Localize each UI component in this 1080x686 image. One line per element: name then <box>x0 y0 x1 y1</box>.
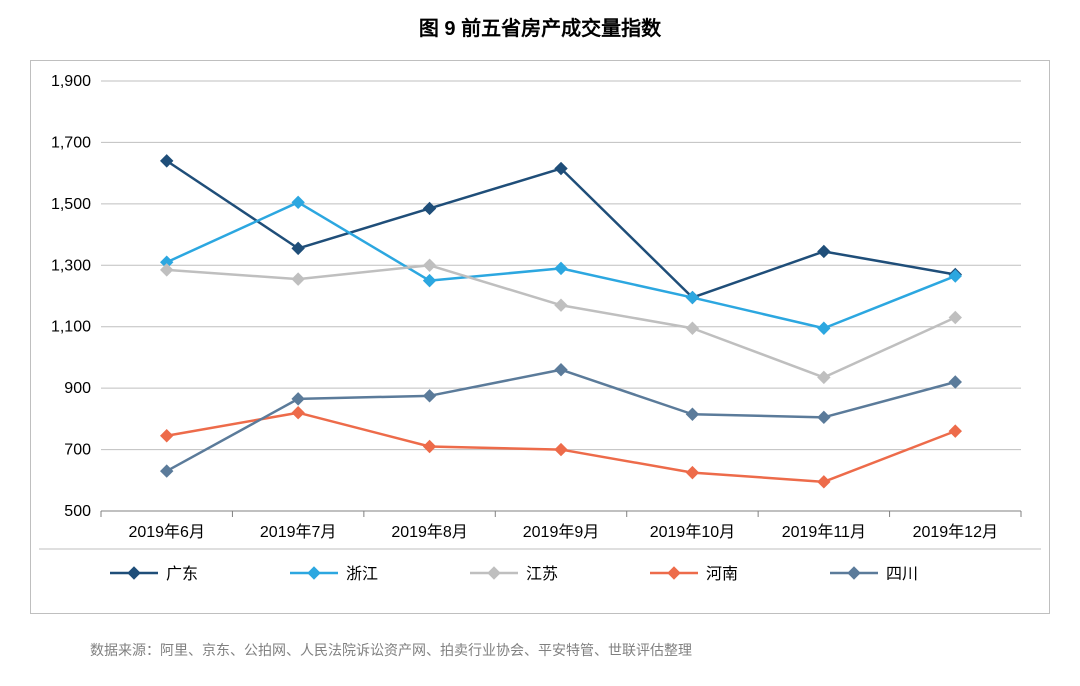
data-marker <box>686 322 698 334</box>
data-marker <box>488 567 500 579</box>
y-axis-label: 1,300 <box>51 257 91 274</box>
data-marker <box>308 567 320 579</box>
x-axis-label: 2019年11月 <box>782 523 866 541</box>
y-axis-label: 1,100 <box>51 319 91 336</box>
data-marker <box>818 411 830 423</box>
legend-label: 河南 <box>706 565 738 583</box>
chart-container: 500 700 900 1,100 1,300 1,500 1,700 1,900 2019年6… <box>30 60 1050 614</box>
legend-label: 广东 <box>166 565 198 583</box>
data-marker <box>848 567 860 579</box>
data-marker <box>949 270 961 282</box>
series-line <box>167 265 956 377</box>
data-marker <box>424 390 436 402</box>
data-marker <box>161 465 173 477</box>
legend-label: 江苏 <box>526 565 558 583</box>
line-chart: 500 700 900 1,100 1,300 1,500 1,700 1,900 2019年6… <box>31 61 1049 613</box>
data-marker <box>818 476 830 488</box>
data-marker <box>292 393 304 405</box>
data-marker <box>818 371 830 383</box>
data-marker <box>555 262 567 274</box>
data-marker <box>818 322 830 334</box>
legend-label: 四川 <box>886 566 918 583</box>
y-axis-label: 500 <box>64 503 91 520</box>
y-axis-label: 1,500 <box>51 196 91 213</box>
data-marker <box>292 196 304 208</box>
x-axis-label: 2019年6月 <box>128 523 205 541</box>
data-marker <box>424 259 436 271</box>
data-marker <box>128 567 140 579</box>
data-marker <box>555 364 567 376</box>
data-marker <box>949 425 961 437</box>
data-marker <box>555 444 567 456</box>
legend-label: 浙江 <box>346 565 378 583</box>
y-axis-label: 900 <box>64 380 91 397</box>
data-marker <box>949 312 961 324</box>
data-marker <box>424 441 436 453</box>
x-axis-label: 2019年12月 <box>913 523 998 541</box>
data-marker <box>686 408 698 420</box>
y-axis-label: 700 <box>64 442 91 459</box>
x-axis-label: 2019年9月 <box>523 523 600 541</box>
data-marker <box>424 275 436 287</box>
x-axis-label: 2019年7月 <box>260 523 337 541</box>
data-marker <box>686 467 698 479</box>
data-marker <box>292 273 304 285</box>
data-marker <box>292 407 304 419</box>
data-marker <box>818 245 830 257</box>
page-root: { "title": "图 9 前五省房产成交量指数", "source": "… <box>0 0 1080 686</box>
data-marker <box>668 567 680 579</box>
y-axis-label: 1,700 <box>51 134 91 151</box>
x-axis-label: 2019年10月 <box>650 523 735 541</box>
data-marker <box>161 430 173 442</box>
y-axis-label: 1,900 <box>51 73 91 90</box>
chart-title: 图 9 前五省房产成交量指数 <box>0 0 1080 41</box>
data-marker <box>555 299 567 311</box>
x-axis-label: 2019年8月 <box>391 523 468 541</box>
data-marker <box>949 376 961 388</box>
source-text: 数据来源：阿里、京东、公拍网、人民法院诉讼资产网、拍卖行业协会、平安特管、世联评… <box>90 640 692 660</box>
